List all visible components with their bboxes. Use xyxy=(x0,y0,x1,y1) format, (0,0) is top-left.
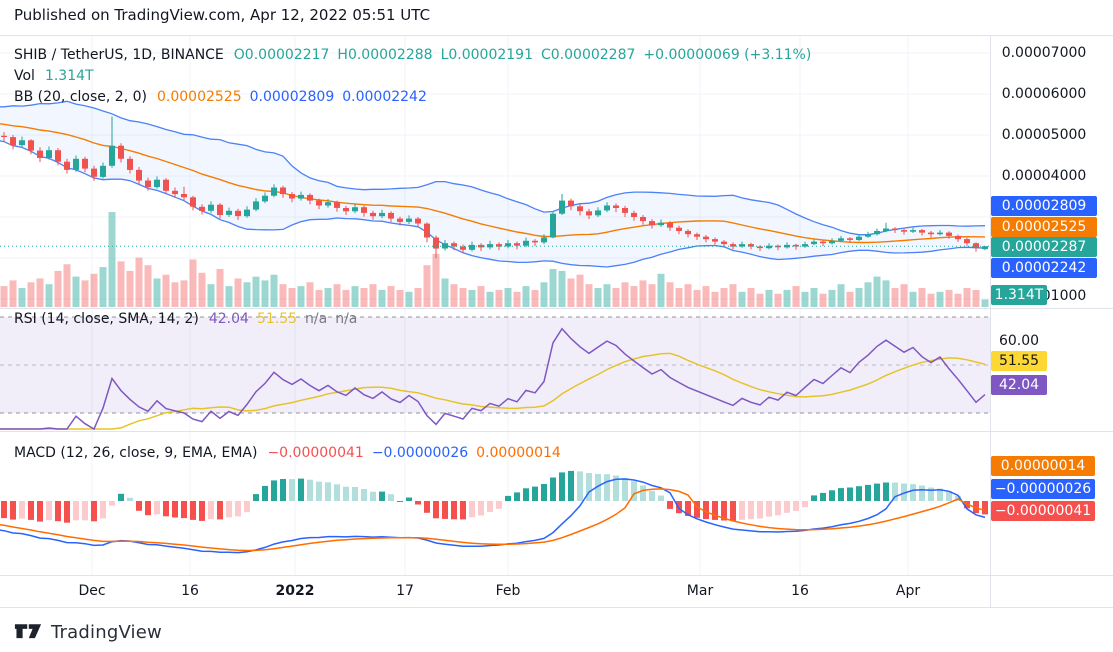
rsi-na2: n/a xyxy=(335,311,358,327)
macd-line-value: −0.00000026 xyxy=(371,445,469,461)
price-axis-badge: 1.314T xyxy=(991,285,1047,305)
price-axis-label: 0.00004000 xyxy=(1001,168,1087,184)
time-tick-label: 2022 xyxy=(275,583,315,599)
rsi-label[interactable]: RSI (14, close, SMA, 14, 2) xyxy=(14,311,199,327)
price-rsi-separator xyxy=(0,308,1113,309)
time-tick-label: Apr xyxy=(895,583,921,599)
top-separator xyxy=(0,35,1113,36)
rsi-axis-badge: 51.55 xyxy=(991,351,1047,371)
bb-upper-value: 0.00002809 xyxy=(249,89,335,105)
rsi-na1: n/a xyxy=(305,311,328,327)
tradingview-logo-icon xyxy=(14,624,42,639)
price-axis-label: 0.00005000 xyxy=(1001,127,1087,143)
price-axis-label: 0.00006000 xyxy=(1001,86,1087,102)
volume-legend-row: Vol 1.314T xyxy=(14,66,819,87)
symbol-legend: SHIB / TetherUS, 1D, BINANCE O0.00002217 H… xyxy=(14,45,819,108)
macd-axis-badge: −0.00000026 xyxy=(991,479,1095,499)
macd-label[interactable]: MACD (12, 26, close, 9, EMA, EMA) xyxy=(14,445,258,461)
macd-axis-badge: −0.00000041 xyxy=(991,501,1095,521)
ohlc-close: C0.00002287 xyxy=(541,47,636,63)
published-caption: Published on TradingView.com, Apr 12, 20… xyxy=(14,6,431,24)
bb-label[interactable]: BB (20, close, 2, 0) xyxy=(14,89,147,105)
bottom-separator xyxy=(0,607,1113,608)
price-axis-badge: 0.00002809 xyxy=(991,196,1097,216)
bb-basis-value: 0.00002525 xyxy=(156,89,242,105)
ohlc-low: L0.00002191 xyxy=(440,47,533,63)
macd-axis-badge: 0.00000014 xyxy=(991,456,1095,476)
rsi-ma-value: 51.55 xyxy=(256,311,298,327)
price-axis-badge: 0.00002242 xyxy=(991,258,1097,278)
time-tick-label: Feb xyxy=(495,583,521,599)
ohlc-open: O0.00002217 xyxy=(233,47,330,63)
time-tick-label: 17 xyxy=(396,583,414,599)
price-axis-badge: 0.00002525 xyxy=(991,217,1097,237)
rsi-axis-label: 60.00 xyxy=(998,333,1040,349)
bb-lower-value: 0.00002242 xyxy=(342,89,427,105)
rsi-axis-badge: 42.04 xyxy=(991,375,1047,395)
price-axis-badge: 0.00002287 xyxy=(991,237,1097,257)
macd-hist-value: −0.00000041 xyxy=(267,445,364,461)
symbol-legend-row1: SHIB / TetherUS, 1D, BINANCE O0.00002217 H… xyxy=(14,45,819,66)
time-tick-label: 16 xyxy=(181,583,199,599)
symbol-title[interactable]: SHIB / TetherUS, 1D, BINANCE xyxy=(14,47,224,63)
rsi-macd-separator xyxy=(0,431,1113,432)
tradingview-logo[interactable]: TradingView xyxy=(14,619,162,645)
time-tick-label: Mar xyxy=(686,583,714,599)
volume-value: 1.314T xyxy=(44,68,94,84)
rsi-value: 42.04 xyxy=(208,311,249,327)
bb-legend-row: BB (20, close, 2, 0) 0.00002525 0.00002809… xyxy=(14,87,819,108)
tradingview-brand-text: TradingView xyxy=(51,621,162,643)
price-scale-separator xyxy=(990,35,991,607)
macd-legend: MACD (12, 26, close, 9, EMA, EMA) −0.0000… xyxy=(14,443,569,464)
time-tick-label: 16 xyxy=(791,583,809,599)
ohlc-change: +0.00000069 (+3.11%) xyxy=(643,47,812,63)
time-axis-separator xyxy=(0,575,1113,576)
time-tick-label: Dec xyxy=(78,583,106,599)
price-axis-label: 0.00007000 xyxy=(1001,45,1087,61)
ohlc-high: H0.00002288 xyxy=(337,47,433,63)
volume-label[interactable]: Vol xyxy=(14,68,35,84)
rsi-legend: RSI (14, close, SMA, 14, 2) 42.04 51.55 n/a… xyxy=(14,309,365,330)
macd-signal-value: 0.00000014 xyxy=(476,445,561,461)
